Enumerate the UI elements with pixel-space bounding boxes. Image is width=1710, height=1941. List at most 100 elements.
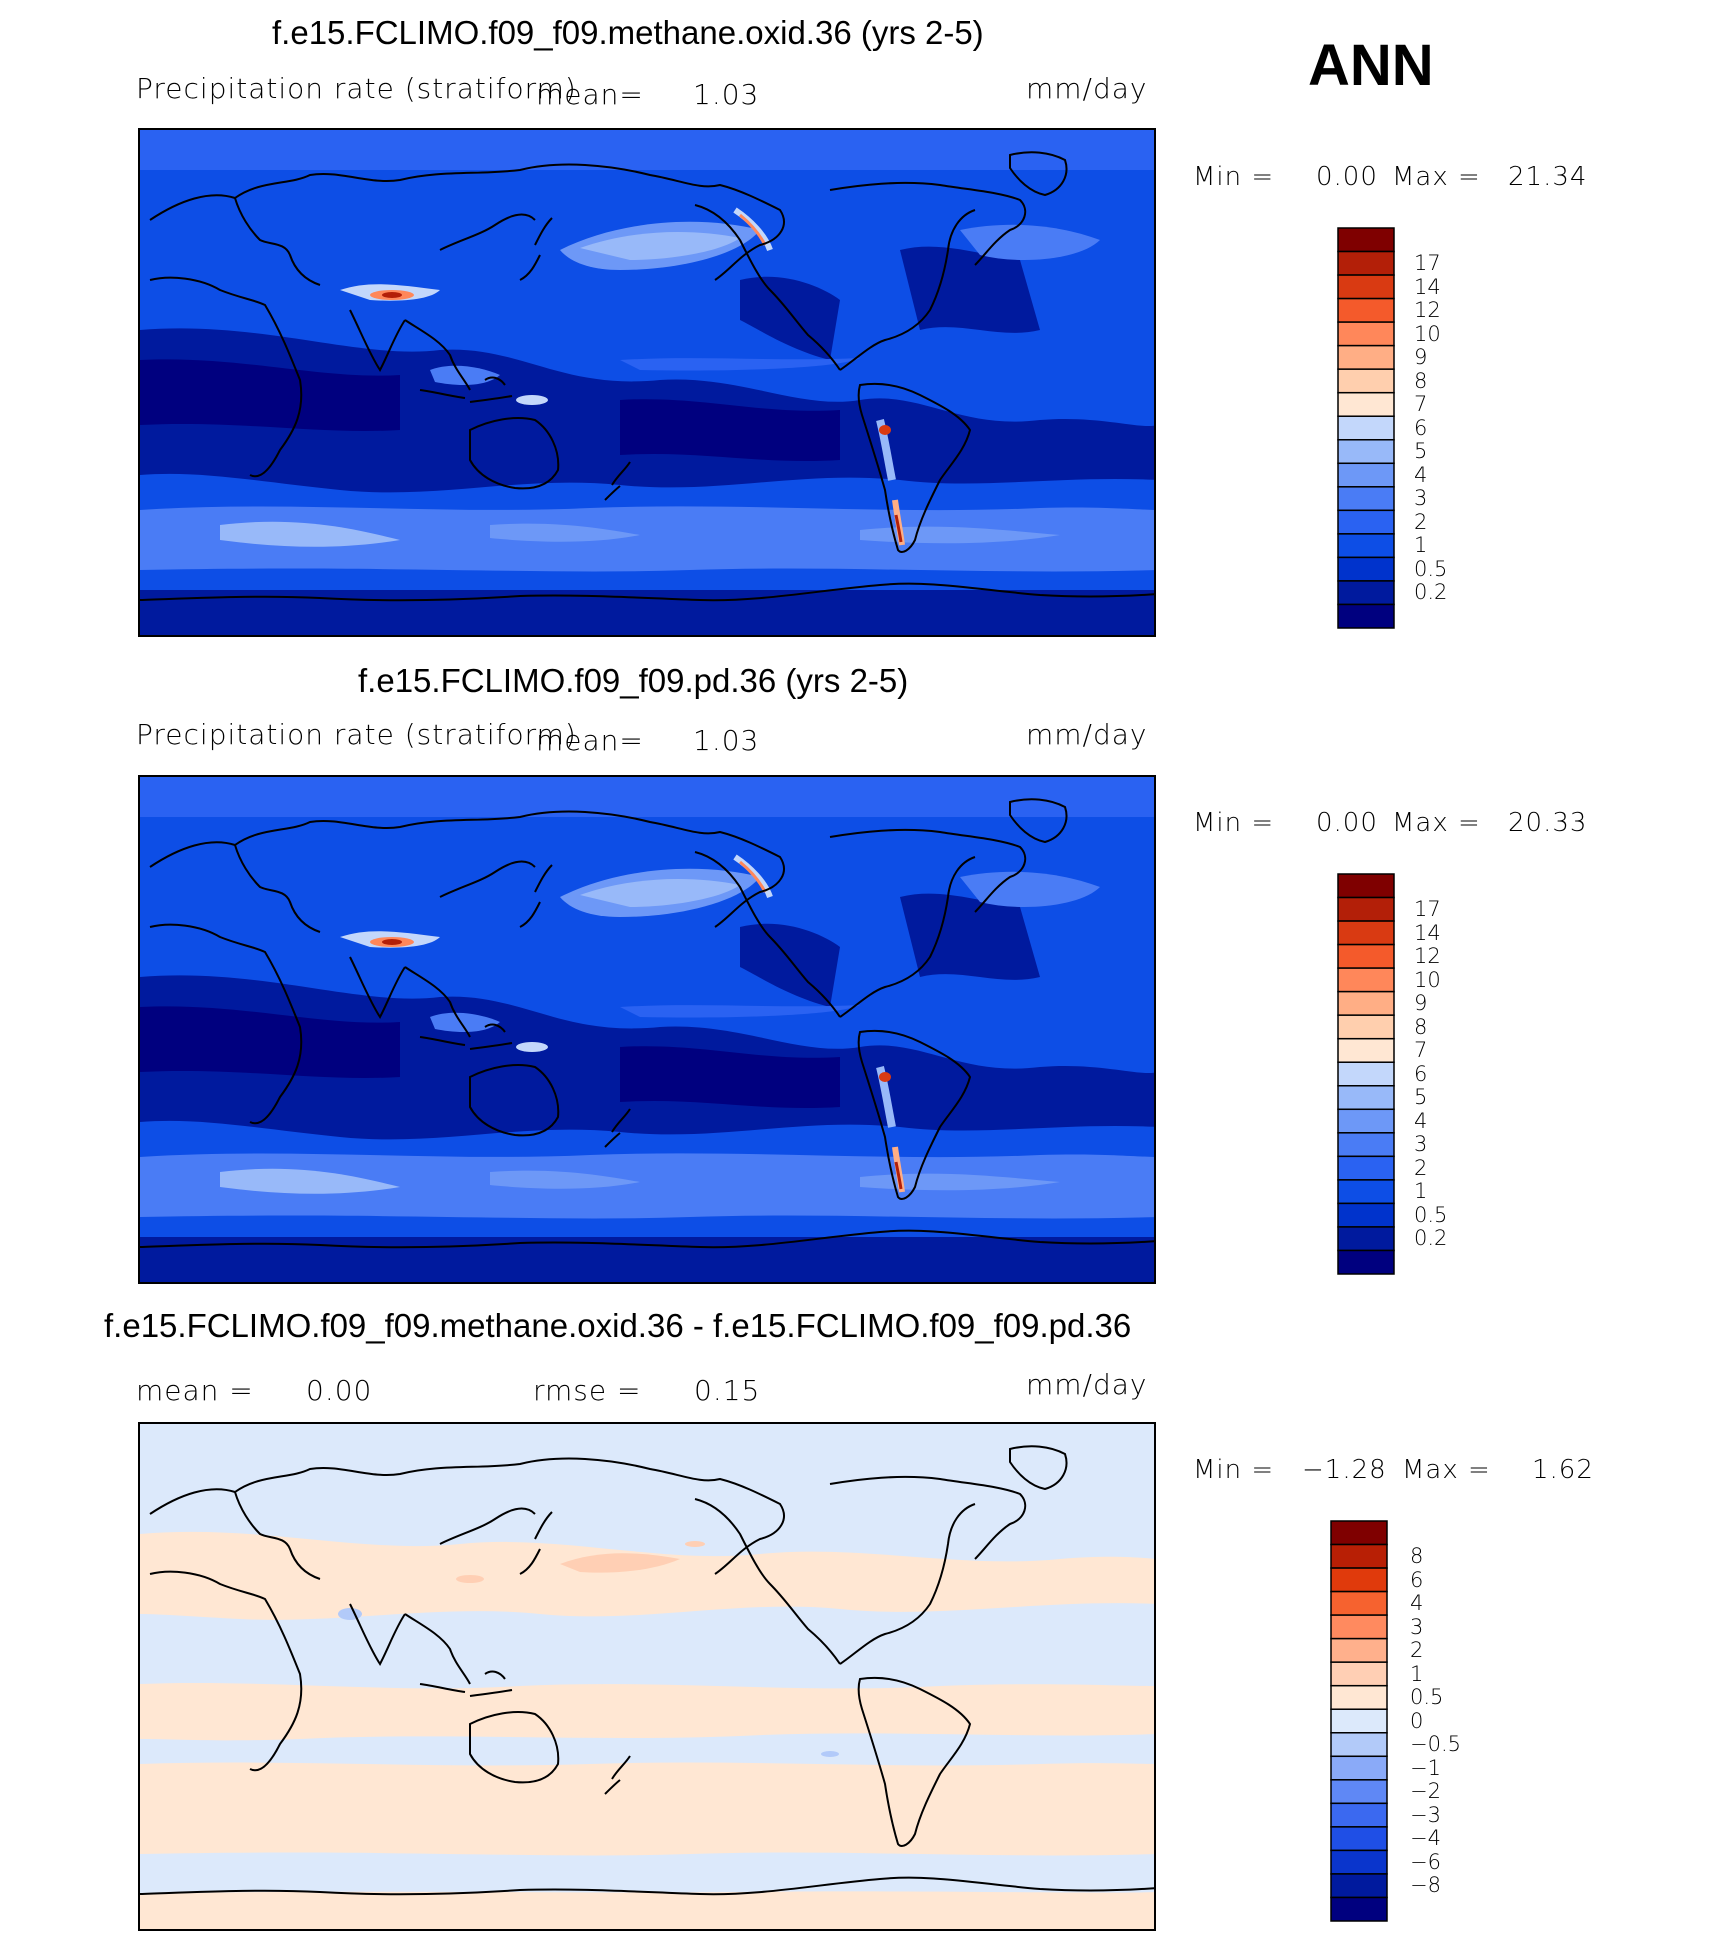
colorbar-tick-label: −8 bbox=[1410, 1873, 1441, 1898]
colorbar-tick-label: 6 bbox=[1414, 1061, 1428, 1086]
colorbar-tick-label: 8 bbox=[1410, 1544, 1424, 1568]
colorbar-box bbox=[1330, 1873, 1388, 1899]
colorbar-tick-label: −0.5 bbox=[1410, 1732, 1461, 1757]
colorbar-tick-label: 0.5 bbox=[1414, 1202, 1448, 1227]
colorbar-tick-label: 1 bbox=[1414, 533, 1428, 558]
colorbar-box bbox=[1337, 920, 1395, 946]
colorbar-tick-label: 3 bbox=[1414, 486, 1428, 511]
colorbar-tick-label: 3 bbox=[1410, 1614, 1424, 1639]
colorbar-box bbox=[1337, 1226, 1395, 1252]
colorbar-tick-label: −3 bbox=[1410, 1802, 1441, 1827]
panel-2-mean-label: mean= bbox=[536, 724, 644, 757]
panel-3-mean-label: mean = bbox=[136, 1374, 254, 1407]
panel-2-units: mm/day bbox=[1026, 718, 1148, 751]
colorbar-box bbox=[1337, 391, 1395, 417]
colorbar-box bbox=[1337, 1202, 1395, 1228]
panel-2-max-value: 20.33 bbox=[1508, 808, 1588, 838]
panel-3-colorbar bbox=[1330, 1520, 1388, 1922]
colorbar-tick-label: 8 bbox=[1414, 1014, 1428, 1039]
colorbar-box bbox=[1337, 227, 1395, 253]
colorbar-tick-label: 2 bbox=[1414, 509, 1428, 534]
panel-2-min-value: 0.00 bbox=[1316, 808, 1378, 838]
colorbar-tick-label: 6 bbox=[1414, 415, 1428, 440]
colorbar-tick-label: 1 bbox=[1414, 1179, 1428, 1204]
colorbar-box bbox=[1337, 896, 1395, 922]
panel-2-map bbox=[138, 775, 1156, 1284]
colorbar-tick-label: 0.5 bbox=[1414, 556, 1448, 581]
season-label: ANN bbox=[1308, 33, 1434, 98]
colorbar-tick-label: 0.5 bbox=[1410, 1685, 1444, 1710]
colorbar-box bbox=[1337, 344, 1395, 370]
colorbar-tick-label: 2 bbox=[1410, 1638, 1424, 1663]
colorbar-tick-label: 4 bbox=[1414, 1108, 1428, 1133]
colorbar-box bbox=[1337, 1108, 1395, 1134]
colorbar-tick-label: −6 bbox=[1410, 1849, 1441, 1874]
colorbar-box bbox=[1330, 1802, 1388, 1828]
panel-1-map bbox=[138, 128, 1156, 637]
panel-3-map bbox=[138, 1422, 1156, 1931]
colorbar-box bbox=[1337, 943, 1395, 969]
colorbar-box bbox=[1330, 1779, 1388, 1805]
colorbar-box bbox=[1337, 1132, 1395, 1158]
colorbar-tick-label: 17 bbox=[1414, 251, 1441, 275]
panel-1-units: mm/day bbox=[1026, 72, 1148, 105]
colorbar-tick-label: 2 bbox=[1414, 1155, 1428, 1180]
colorbar-box bbox=[1330, 1896, 1388, 1922]
colorbar-box bbox=[1330, 1661, 1388, 1687]
panel-3-rmse-value: 0.15 bbox=[694, 1374, 761, 1407]
colorbar-tick-label: 0.2 bbox=[1414, 580, 1448, 605]
panel-2-mean-value: 1.03 bbox=[693, 724, 760, 757]
panel-2-min-label: Min = bbox=[1193, 808, 1275, 838]
colorbar-box bbox=[1330, 1567, 1388, 1593]
colorbar-box bbox=[1337, 509, 1395, 535]
colorbar-tick-label: 4 bbox=[1410, 1591, 1424, 1616]
panel-1-mean-value: 1.03 bbox=[693, 78, 760, 111]
colorbar-tick-label: 10 bbox=[1414, 967, 1441, 992]
colorbar-tick-label: 6 bbox=[1410, 1567, 1424, 1592]
colorbar-box bbox=[1330, 1755, 1388, 1781]
colorbar-tick-label: 5 bbox=[1414, 1085, 1428, 1110]
colorbar-tick-label: 0 bbox=[1410, 1708, 1424, 1733]
colorbar-tick-label: 17 bbox=[1414, 897, 1441, 921]
panel-2-title: f.e15.FCLIMO.f09_f09.pd.36 (yrs 2-5) bbox=[358, 662, 909, 699]
colorbar-tick-label: −4 bbox=[1410, 1826, 1441, 1851]
colorbar-tick-label: 14 bbox=[1414, 920, 1441, 945]
colorbar-tick-label: 7 bbox=[1414, 1038, 1428, 1063]
colorbar-box bbox=[1337, 533, 1395, 559]
colorbar-tick-label: 0.2 bbox=[1414, 1226, 1448, 1251]
panel-1-min-label: Min = bbox=[1193, 162, 1275, 192]
colorbar-box bbox=[1337, 250, 1395, 276]
colorbar-box bbox=[1337, 967, 1395, 993]
colorbar-box bbox=[1337, 462, 1395, 488]
colorbar-tick-label: 10 bbox=[1414, 321, 1441, 346]
panel-1-colorbar bbox=[1337, 227, 1395, 629]
colorbar-box bbox=[1330, 1543, 1388, 1569]
colorbar-box bbox=[1330, 1614, 1388, 1640]
colorbar-tick-label: −2 bbox=[1410, 1779, 1441, 1804]
panel-2-colorbar bbox=[1337, 873, 1395, 1275]
colorbar-box bbox=[1337, 556, 1395, 582]
colorbar-box bbox=[1337, 990, 1395, 1016]
colorbar-tick-label: 12 bbox=[1414, 298, 1441, 323]
colorbar-box bbox=[1330, 1849, 1388, 1875]
colorbar-box bbox=[1337, 1155, 1395, 1181]
panel-3-title: f.e15.FCLIMO.f09_f09.methane.oxid.36 - f… bbox=[104, 1307, 1132, 1344]
colorbar-box bbox=[1337, 368, 1395, 394]
colorbar-box bbox=[1330, 1684, 1388, 1710]
panel-1-max-value: 21.34 bbox=[1508, 162, 1588, 192]
colorbar-tick-label: 14 bbox=[1414, 274, 1441, 299]
colorbar-box bbox=[1330, 1826, 1388, 1852]
colorbar-box bbox=[1330, 1590, 1388, 1616]
colorbar-box bbox=[1337, 1085, 1395, 1111]
colorbar-box bbox=[1337, 321, 1395, 347]
colorbar-box bbox=[1330, 1637, 1388, 1663]
colorbar-box bbox=[1337, 1179, 1395, 1205]
colorbar-tick-label: −1 bbox=[1410, 1755, 1441, 1780]
panel-3-units: mm/day bbox=[1026, 1368, 1148, 1401]
colorbar-tick-label: 8 bbox=[1414, 368, 1428, 393]
panel-1-mean-label: mean= bbox=[536, 78, 644, 111]
panel-1-title: f.e15.FCLIMO.f09_f09.methane.oxid.36 (yr… bbox=[272, 14, 984, 51]
colorbar-tick-label: 9 bbox=[1414, 991, 1428, 1016]
panel-2-max-label: Max = bbox=[1392, 808, 1481, 838]
colorbar-box bbox=[1337, 603, 1395, 629]
